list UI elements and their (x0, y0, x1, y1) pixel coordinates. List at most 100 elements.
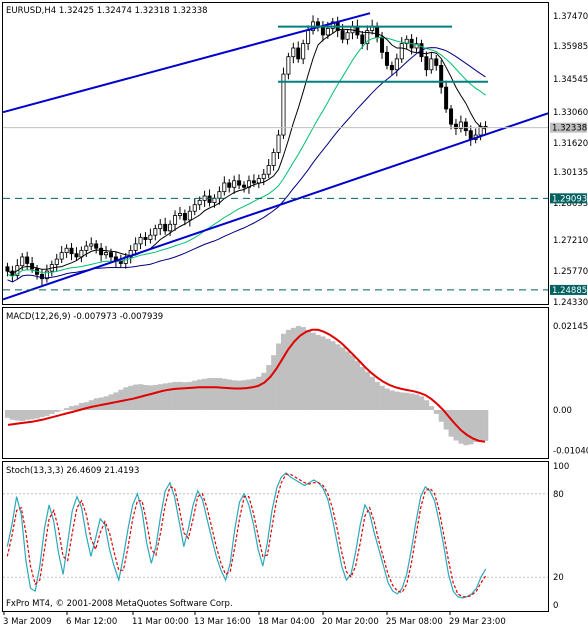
candle-body (59, 252, 64, 260)
macd-histogram-bar (207, 377, 213, 411)
macd-histogram-bar (369, 376, 375, 411)
macd-histogram-bar (281, 333, 287, 411)
candle-body (212, 197, 217, 203)
macd-histogram-bar (305, 329, 311, 411)
macd-histogram-bar (340, 347, 346, 411)
macd-histogram-bar (325, 338, 331, 411)
candle-body (345, 32, 350, 40)
macd-histogram-bar (246, 379, 252, 411)
candle-body (306, 30, 311, 45)
macd-histogram-bar (98, 397, 104, 411)
macd-histogram-bar (167, 382, 173, 411)
candle-body (399, 43, 404, 60)
macd-histogram-bar (443, 410, 449, 430)
candle-body (315, 21, 320, 27)
main-header: EURUSD,H4 1.32425 1.32474 1.32318 1.3233… (6, 6, 208, 16)
candle-body (227, 182, 232, 188)
candle-body (197, 199, 202, 206)
candle-body (291, 47, 296, 58)
price-chart-layer (2, 12, 549, 301)
macd-histogram-bar (359, 366, 366, 411)
candle-body (173, 215, 178, 225)
candle-body (99, 247, 104, 256)
macd-histogram-bar (212, 377, 218, 411)
current-price-box (550, 122, 587, 133)
price-tick-label: 1.37470 (553, 12, 588, 22)
time-tick-label: 11 Mar 00:00 (132, 617, 189, 627)
candle-body (375, 25, 380, 38)
candle-body (153, 228, 158, 236)
macd-histogram-bar (128, 385, 134, 411)
macd-histogram-bar (389, 390, 395, 411)
price-tick-label: 1.33060 (553, 108, 588, 118)
macd-histogram-bar (44, 410, 50, 416)
macd-histogram-bar (374, 381, 380, 411)
macd-histogram-bar (379, 385, 385, 411)
time-tick-label: 6 Mar 12:00 (66, 617, 117, 627)
level-lower-label: 1.24885 (552, 286, 587, 296)
candle-body (434, 58, 439, 66)
candle-body (39, 273, 44, 280)
price-tick-label: 1.25770 (553, 267, 588, 277)
candle-body (133, 243, 138, 251)
macd-histogram-bar (74, 405, 80, 411)
macd-histogram-bar (49, 410, 55, 414)
macd-histogram-bar (192, 380, 198, 411)
candle-body (108, 252, 113, 258)
price-tick-label: 1.27210 (553, 236, 588, 246)
macd-histogram-bar (123, 387, 129, 411)
candle-body (458, 121, 463, 129)
macd-histogram-bar (330, 341, 336, 411)
price-tick-label: 1.24330 (553, 298, 588, 308)
macd-histogram-bar (271, 355, 277, 411)
price-tick-label: 1.34545 (553, 75, 588, 85)
macd-histogram-bar (152, 384, 159, 411)
candle-body (20, 256, 25, 267)
level-upper-label: 1.29093 (552, 194, 587, 204)
macd-histogram-bar (458, 410, 464, 444)
macd-histogram-bar (414, 394, 420, 411)
candle-body (138, 236, 143, 245)
candle-body (69, 247, 74, 255)
macd-histogram-bar (236, 380, 242, 411)
candle-body (143, 236, 148, 240)
candle-body (251, 180, 256, 184)
candle-body (182, 213, 187, 221)
macd-histogram-bar (64, 408, 70, 411)
macd-histogram-bar (5, 410, 11, 418)
ma-navy-line (7, 47, 486, 283)
candle-body (271, 152, 276, 166)
macd-histogram-bar (93, 398, 99, 411)
ma-green-line (7, 36, 486, 278)
candle-body (261, 173, 266, 179)
macd-histogram-bar (177, 381, 183, 411)
candle-body (360, 34, 365, 45)
stoch-tick-label: 100 (553, 462, 569, 472)
current-price-label: 1.32338 (552, 124, 587, 134)
candle-body (276, 134, 281, 153)
stoch-main-line (6, 472, 487, 599)
candle-body (177, 213, 182, 216)
macd-histogram-bar (221, 378, 228, 411)
stoch-panel-frame (2, 461, 549, 612)
candle-body (468, 130, 473, 140)
macd-histogram-bar (438, 410, 444, 422)
candle-body (237, 180, 242, 186)
macd-histogram-bar (473, 410, 479, 443)
time-tick-label: 29 Mar 23:00 (449, 617, 506, 627)
candle-body (330, 21, 335, 29)
macd-histogram-bar (162, 383, 168, 411)
candle-body (44, 270, 49, 280)
price-tick-label: 1.35985 (553, 42, 588, 52)
macd-histogram-bar (59, 410, 65, 411)
macd-histogram-bar (187, 381, 193, 411)
candle-body (256, 178, 261, 184)
candle-body (192, 204, 197, 212)
candle-body (74, 253, 79, 258)
macd-histogram-bar (448, 410, 454, 437)
macd-histogram-bar (19, 410, 26, 421)
candle-body (89, 243, 94, 247)
macd-tick-label: 0.02145 (553, 322, 588, 332)
macd-tick-label: -0.01040 (553, 447, 588, 457)
